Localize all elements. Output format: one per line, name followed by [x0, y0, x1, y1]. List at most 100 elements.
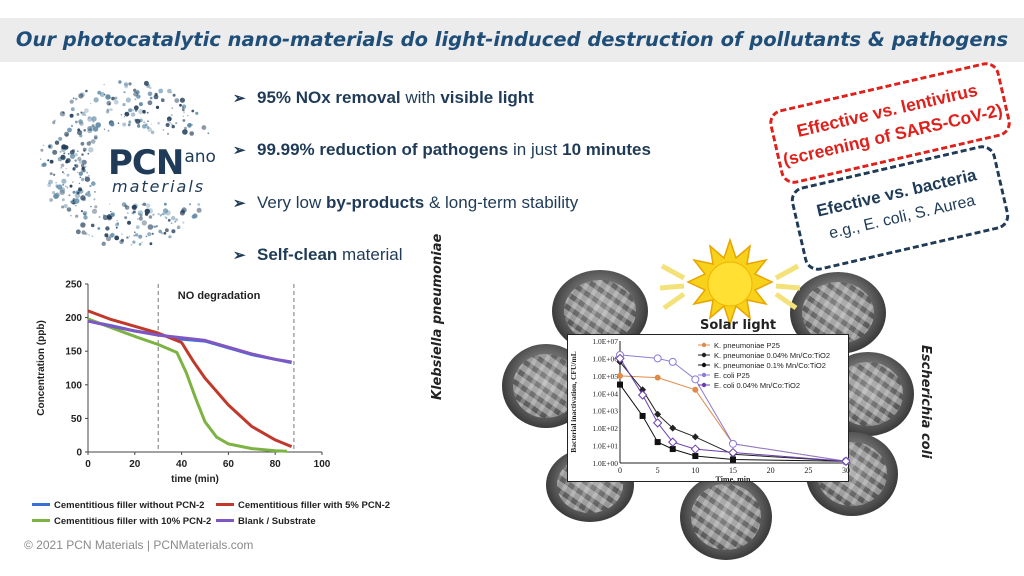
logo-dot	[86, 171, 89, 174]
y-tick-label: 1.0E+05	[592, 372, 618, 381]
logo-dot	[109, 215, 113, 220]
logo-dot	[92, 126, 99, 132]
logo-dot	[40, 158, 42, 160]
y-tick-label: 1.0E+03	[592, 407, 618, 416]
feature-text: & long-term stability	[424, 193, 579, 212]
logo-dot	[60, 166, 63, 169]
logo-dot	[181, 108, 185, 112]
logo-dot	[84, 176, 91, 182]
logo-dot	[80, 177, 85, 182]
logo-dot	[197, 203, 201, 206]
logo-dot	[87, 193, 91, 197]
logo-dot	[55, 182, 57, 184]
logo-dot	[91, 208, 98, 214]
y-tick-label: 250	[65, 280, 82, 291]
logo-dot	[123, 91, 126, 94]
logo-dot	[87, 152, 90, 155]
logo-dot	[69, 113, 74, 118]
logo-dot	[70, 124, 74, 127]
logo-dot	[78, 159, 84, 164]
logo-dot	[70, 107, 75, 112]
feature-bold: 95% NOx removal	[257, 88, 401, 107]
feature-item: ➢ 95% NOx removal with visible light	[233, 88, 534, 108]
logo-dot	[60, 163, 65, 168]
logo-dot	[59, 150, 62, 153]
logo-dot	[189, 131, 194, 136]
logo-dot	[165, 228, 169, 233]
logo-dot	[84, 232, 88, 236]
logo-dot	[124, 111, 130, 117]
logo-dot	[91, 181, 96, 186]
logo-dot	[118, 80, 122, 84]
logo-dot	[115, 223, 119, 227]
logo-dot	[155, 105, 160, 109]
logo-dot	[91, 116, 97, 122]
logo-dot	[54, 140, 60, 145]
legend-marker	[701, 382, 707, 388]
sem-image	[680, 474, 772, 560]
logo-dot	[133, 105, 139, 111]
data-point	[692, 386, 699, 393]
logo-dot	[84, 129, 86, 131]
logo-dot	[134, 233, 139, 237]
logo-dot	[78, 182, 81, 184]
logo-dot	[82, 169, 86, 173]
logo-dot	[110, 210, 112, 213]
logo-dot	[63, 145, 69, 150]
data-point	[617, 381, 623, 388]
legend-swatch	[216, 519, 234, 522]
logo-dot	[63, 204, 68, 208]
logo-dot	[62, 111, 65, 114]
logo-dot	[147, 224, 154, 230]
logo-dot	[131, 204, 137, 210]
logo-dot	[117, 122, 120, 124]
feature-bold: 99.99% reduction of pathogens	[257, 140, 509, 159]
logo-dot	[62, 191, 65, 194]
logo-dot	[77, 171, 79, 173]
logo-dot	[165, 123, 170, 127]
logo-dot	[127, 220, 131, 225]
logo-dot	[132, 210, 136, 214]
logo-dot	[59, 187, 66, 193]
logo-dot	[179, 103, 182, 107]
logo-dot	[124, 216, 128, 220]
logo-dot	[201, 125, 207, 130]
logo-dot	[137, 218, 139, 220]
logo-dot	[179, 97, 185, 103]
logo-dot	[182, 115, 184, 117]
logo-dot	[97, 227, 101, 230]
logo-dot	[146, 126, 150, 129]
x-tick-label: 25	[804, 466, 812, 475]
logo-dot	[189, 203, 192, 206]
logo-dot	[49, 172, 53, 175]
legend-label: K. pneumoniae P25	[714, 341, 780, 350]
logo-dot	[132, 240, 136, 244]
feature-bold: visible light	[440, 88, 534, 107]
logo-dot	[86, 141, 91, 146]
logo-dot	[81, 230, 86, 235]
arrow-bullet-icon: ➢	[233, 195, 246, 212]
logo-dot	[150, 123, 152, 125]
logo-dot	[143, 80, 149, 86]
logo-dot	[164, 216, 167, 219]
logo-dot	[63, 172, 65, 175]
logo-dot	[93, 97, 99, 103]
logo-dot	[94, 136, 98, 140]
feature-item: ➢ 99.99% reduction of pathogens in just 1…	[233, 140, 651, 160]
logo-dot	[103, 83, 105, 86]
logo-dot	[135, 118, 141, 124]
logo-dot	[48, 145, 51, 148]
logo-dot	[145, 235, 148, 238]
logo-dot	[115, 226, 118, 229]
data-point	[669, 446, 676, 453]
logo-dot	[74, 193, 80, 199]
logo-dot	[106, 100, 112, 106]
logo-dot	[85, 89, 88, 93]
feature-bold: by-products	[325, 193, 425, 212]
data-point	[729, 439, 737, 448]
logo-dot	[110, 232, 115, 238]
logo-dot	[122, 103, 126, 107]
klebsiella-label: Klebsiella pneumoniae	[430, 233, 445, 400]
logo-dot	[79, 176, 82, 179]
x-tick-label: 15	[729, 466, 737, 475]
